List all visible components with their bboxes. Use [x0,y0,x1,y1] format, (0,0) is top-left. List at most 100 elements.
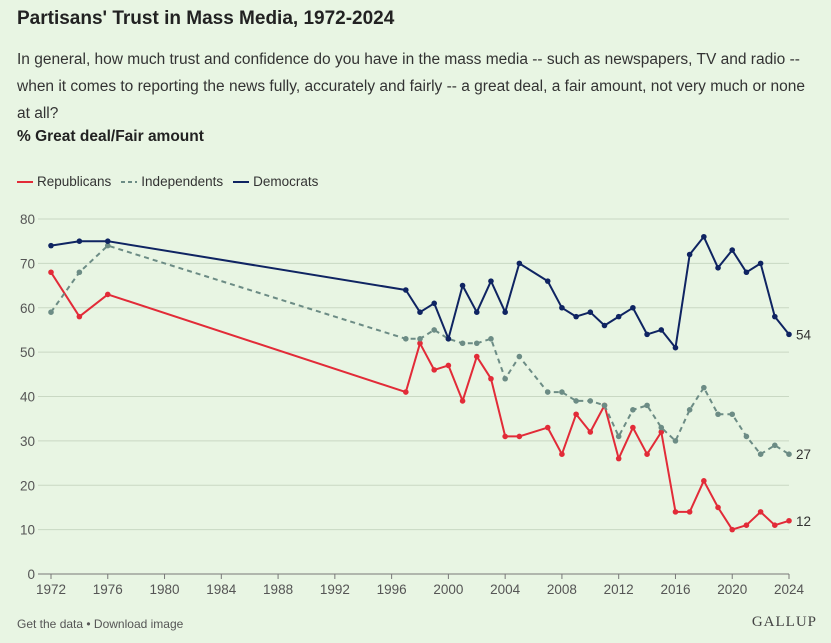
data-point-independents[interactable] [615,433,622,440]
data-point-democrats[interactable] [573,313,579,320]
data-point-independents[interactable] [587,398,594,404]
data-point-independents[interactable] [786,451,792,457]
data-point-republicans[interactable] [403,389,409,395]
data-point-democrats[interactable] [630,304,636,311]
data-point-republicans[interactable] [786,517,792,524]
data-point-democrats[interactable] [473,309,480,315]
data-point-democrats[interactable] [729,247,736,253]
data-point-democrats[interactable] [76,238,83,244]
x-tick-label: 2004 [490,582,521,597]
data-point-independents[interactable] [488,336,494,342]
data-point-independents[interactable] [630,407,636,413]
data-point-democrats[interactable] [488,278,494,284]
data-point-republicans[interactable] [729,526,736,533]
download-image-link[interactable]: Download image [93,617,184,631]
data-point-democrats[interactable] [615,313,622,320]
data-point-independents[interactable] [559,389,565,395]
x-tick-label: 1984 [206,582,237,597]
data-point-independents[interactable] [672,438,679,444]
data-point-independents[interactable] [701,384,707,391]
data-point-republicans[interactable] [658,429,665,435]
data-point-independents[interactable] [48,309,54,315]
data-point-republicans[interactable] [743,522,750,528]
data-point-independents[interactable] [573,398,579,404]
data-point-independents[interactable] [743,433,750,440]
data-point-independents[interactable] [757,451,764,457]
data-point-independents[interactable] [403,336,409,342]
data-point-democrats[interactable] [403,287,409,293]
data-point-democrats[interactable] [559,304,565,311]
data-point-democrats[interactable] [459,282,466,289]
data-point-democrats[interactable] [587,309,594,315]
data-point-independents[interactable] [76,269,83,276]
data-point-republicans[interactable] [772,522,778,528]
data-point-democrats[interactable] [686,251,693,258]
x-tick-label: 2024 [774,582,805,597]
data-point-independents[interactable] [431,327,437,333]
data-point-republicans[interactable] [559,451,565,457]
data-point-independents[interactable] [644,402,650,409]
data-point-democrats[interactable] [516,260,523,267]
data-point-republicans[interactable] [544,424,551,431]
y-tick-label: 0 [27,567,35,582]
data-point-republicans[interactable] [516,433,523,440]
data-point-democrats[interactable] [772,313,778,320]
survey-question: In general, how much trust and confidenc… [17,51,806,122]
data-point-democrats[interactable] [48,242,54,249]
data-point-independents[interactable] [729,411,736,418]
data-point-republicans[interactable] [630,424,636,431]
data-point-independents[interactable] [686,407,693,413]
data-point-democrats[interactable] [644,331,650,338]
legend-item-democrats[interactable]: Democrats [233,174,318,189]
data-point-independents[interactable] [544,389,551,395]
data-point-republicans[interactable] [488,375,494,382]
data-point-independents[interactable] [502,375,508,382]
data-point-democrats[interactable] [743,269,750,276]
data-point-republicans[interactable] [587,429,594,435]
data-point-republicans[interactable] [757,509,764,515]
data-point-republicans[interactable] [686,509,693,515]
data-point-republicans[interactable] [445,362,452,369]
data-point-democrats[interactable] [601,322,608,329]
data-point-independents[interactable] [715,411,721,418]
data-point-republicans[interactable] [431,367,437,373]
data-point-republicans[interactable] [76,313,83,320]
data-point-independents[interactable] [516,353,523,360]
data-point-independents[interactable] [658,424,665,431]
data-point-republicans[interactable] [104,291,111,298]
data-point-democrats[interactable] [104,238,111,244]
data-point-democrats[interactable] [544,278,551,284]
data-point-independents[interactable] [601,402,608,409]
data-point-republicans[interactable] [473,353,480,360]
data-point-republicans[interactable] [459,398,466,404]
data-point-republicans[interactable] [502,433,508,440]
data-point-democrats[interactable] [417,309,423,315]
legend-item-independents[interactable]: Independents [121,174,223,189]
data-point-republicans[interactable] [672,509,679,515]
footer-separator: • [83,617,94,631]
data-point-democrats[interactable] [701,233,707,240]
data-point-republicans[interactable] [573,411,579,418]
data-point-independents[interactable] [459,340,466,347]
legend-item-republicans[interactable]: Republicans [17,174,111,189]
data-point-democrats[interactable] [658,327,665,333]
data-point-democrats[interactable] [445,336,452,342]
data-point-republicans[interactable] [701,478,707,484]
data-point-republicans[interactable] [715,504,721,511]
data-point-democrats[interactable] [672,344,679,351]
data-point-republicans[interactable] [417,340,423,347]
data-point-democrats[interactable] [786,331,792,338]
data-point-independents[interactable] [772,442,778,449]
data-point-republicans[interactable] [48,269,54,276]
data-point-democrats[interactable] [715,265,721,271]
data-point-democrats[interactable] [431,300,437,307]
data-point-independents[interactable] [473,340,480,347]
data-point-independents[interactable] [417,336,423,342]
data-point-republicans[interactable] [644,451,650,457]
get-data-link[interactable]: Get the data [17,617,84,631]
data-point-democrats[interactable] [502,309,508,315]
data-point-republicans[interactable] [615,455,622,462]
data-point-democrats[interactable] [757,260,764,267]
data-point-independents[interactable] [104,242,111,249]
legend-swatch-democrats [233,180,250,183]
